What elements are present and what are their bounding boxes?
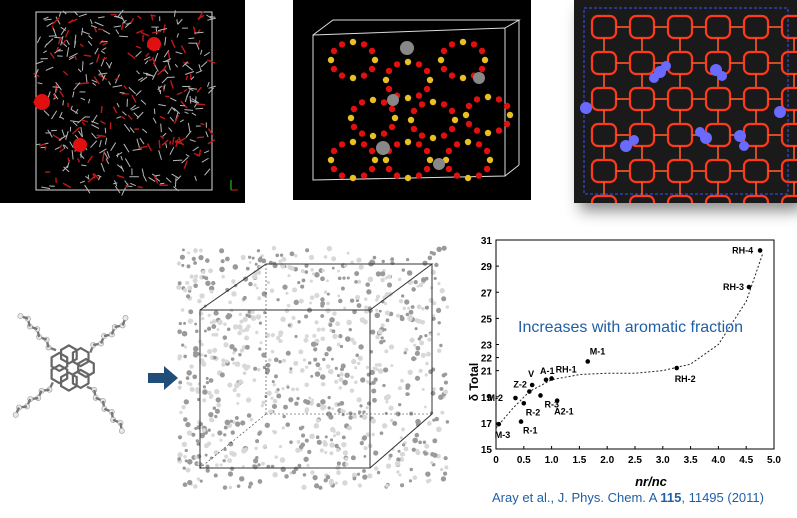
data-point xyxy=(521,400,527,406)
citation: Aray et al., J. Phys. Chem. A 115, 11495… xyxy=(492,490,764,505)
data-label: M-1 xyxy=(590,346,606,356)
data-label: A-1 xyxy=(540,366,555,376)
y-tick-label: 23 xyxy=(481,341,493,352)
data-label: A2-1 xyxy=(554,407,574,417)
molecular-aggregate-panel xyxy=(170,228,456,500)
y-tick-label: 27 xyxy=(481,288,493,299)
data-point xyxy=(549,376,554,381)
data-point xyxy=(554,398,560,403)
x-tick-label: 2.0 xyxy=(600,455,614,466)
data-label: R-2 xyxy=(526,407,541,417)
x-tick-label: 4.5 xyxy=(739,455,753,466)
data-point xyxy=(538,393,543,398)
data-point xyxy=(513,395,518,401)
asphaltene-molecule-panel xyxy=(0,282,162,458)
y-tick-label: 29 xyxy=(481,262,493,273)
y-tick-label: 15 xyxy=(481,445,493,456)
data-label: RH-1 xyxy=(556,364,577,374)
data-label: M-3 xyxy=(495,430,511,440)
molecular-simulation-box-icon xyxy=(32,9,238,196)
data-label: Z-2 xyxy=(513,380,527,390)
x-tick-label: 5.0 xyxy=(767,455,781,466)
data-point xyxy=(585,359,591,364)
data-point xyxy=(527,389,532,394)
y-tick-label: 19 xyxy=(481,393,493,404)
right-arrow-icon xyxy=(148,366,178,390)
data-point xyxy=(757,248,763,253)
solubility-chart: 0 0.5 1.0 1.5 2.0 2.5 3.0 3.5 4.0 4.5 5.0 15 17 19 21 2… xyxy=(467,228,790,490)
asphaltene-molecule-icon xyxy=(12,313,129,434)
data-label: R-3 xyxy=(544,399,559,409)
citation-suffix: , 11495 (2011) xyxy=(681,490,764,505)
data-point xyxy=(746,284,752,290)
y-tick-label: 21 xyxy=(481,367,493,378)
y-axis-label: δ Total xyxy=(468,363,481,401)
y-tick-label: 25 xyxy=(481,314,493,325)
x-tick-label: 3.0 xyxy=(656,455,670,466)
y-tick-label: 31 xyxy=(481,236,493,247)
x-tick-label: 1.0 xyxy=(545,455,559,466)
zeolite-cage-icon xyxy=(580,7,797,203)
data-label: RH-3 xyxy=(723,282,744,292)
data-label: RH-2 xyxy=(675,374,696,384)
plot-frame xyxy=(495,239,775,450)
data-point xyxy=(529,382,535,388)
data-label: RH-4 xyxy=(732,245,753,255)
data-point xyxy=(674,365,679,371)
zeolite-framework-panel xyxy=(293,0,531,200)
annotation-text: Increases with aromatic fraction xyxy=(518,319,743,336)
x-tick-label: 4.0 xyxy=(711,455,725,466)
y-tick-label: 17 xyxy=(481,419,493,430)
simulation-box-panel xyxy=(0,0,245,203)
fit-curve xyxy=(495,252,764,429)
x-tick-label: 0.5 xyxy=(517,455,531,466)
x-axis-label: nr/nc xyxy=(635,474,668,489)
data-label: V xyxy=(528,369,534,379)
data-label: R-1 xyxy=(523,426,538,436)
zeolite-framework-icon xyxy=(312,19,521,182)
molecular-aggregate-box-icon xyxy=(176,245,450,490)
zeolite-cage-panel xyxy=(574,0,797,203)
citation-prefix: Aray et al., J. Phys. Chem. A xyxy=(492,490,661,505)
x-tick-label: 0 xyxy=(493,455,499,466)
y-tick-label: 22 xyxy=(481,354,493,365)
data-point xyxy=(543,377,549,383)
x-tick-label: 1.5 xyxy=(572,455,586,466)
data-point xyxy=(518,419,524,424)
citation-volume: 115 xyxy=(660,490,682,505)
data-point xyxy=(496,421,502,427)
data-label: M-2 xyxy=(487,393,503,403)
x-tick-label: 2.5 xyxy=(628,455,642,466)
x-tick-label: 3.5 xyxy=(684,455,698,466)
